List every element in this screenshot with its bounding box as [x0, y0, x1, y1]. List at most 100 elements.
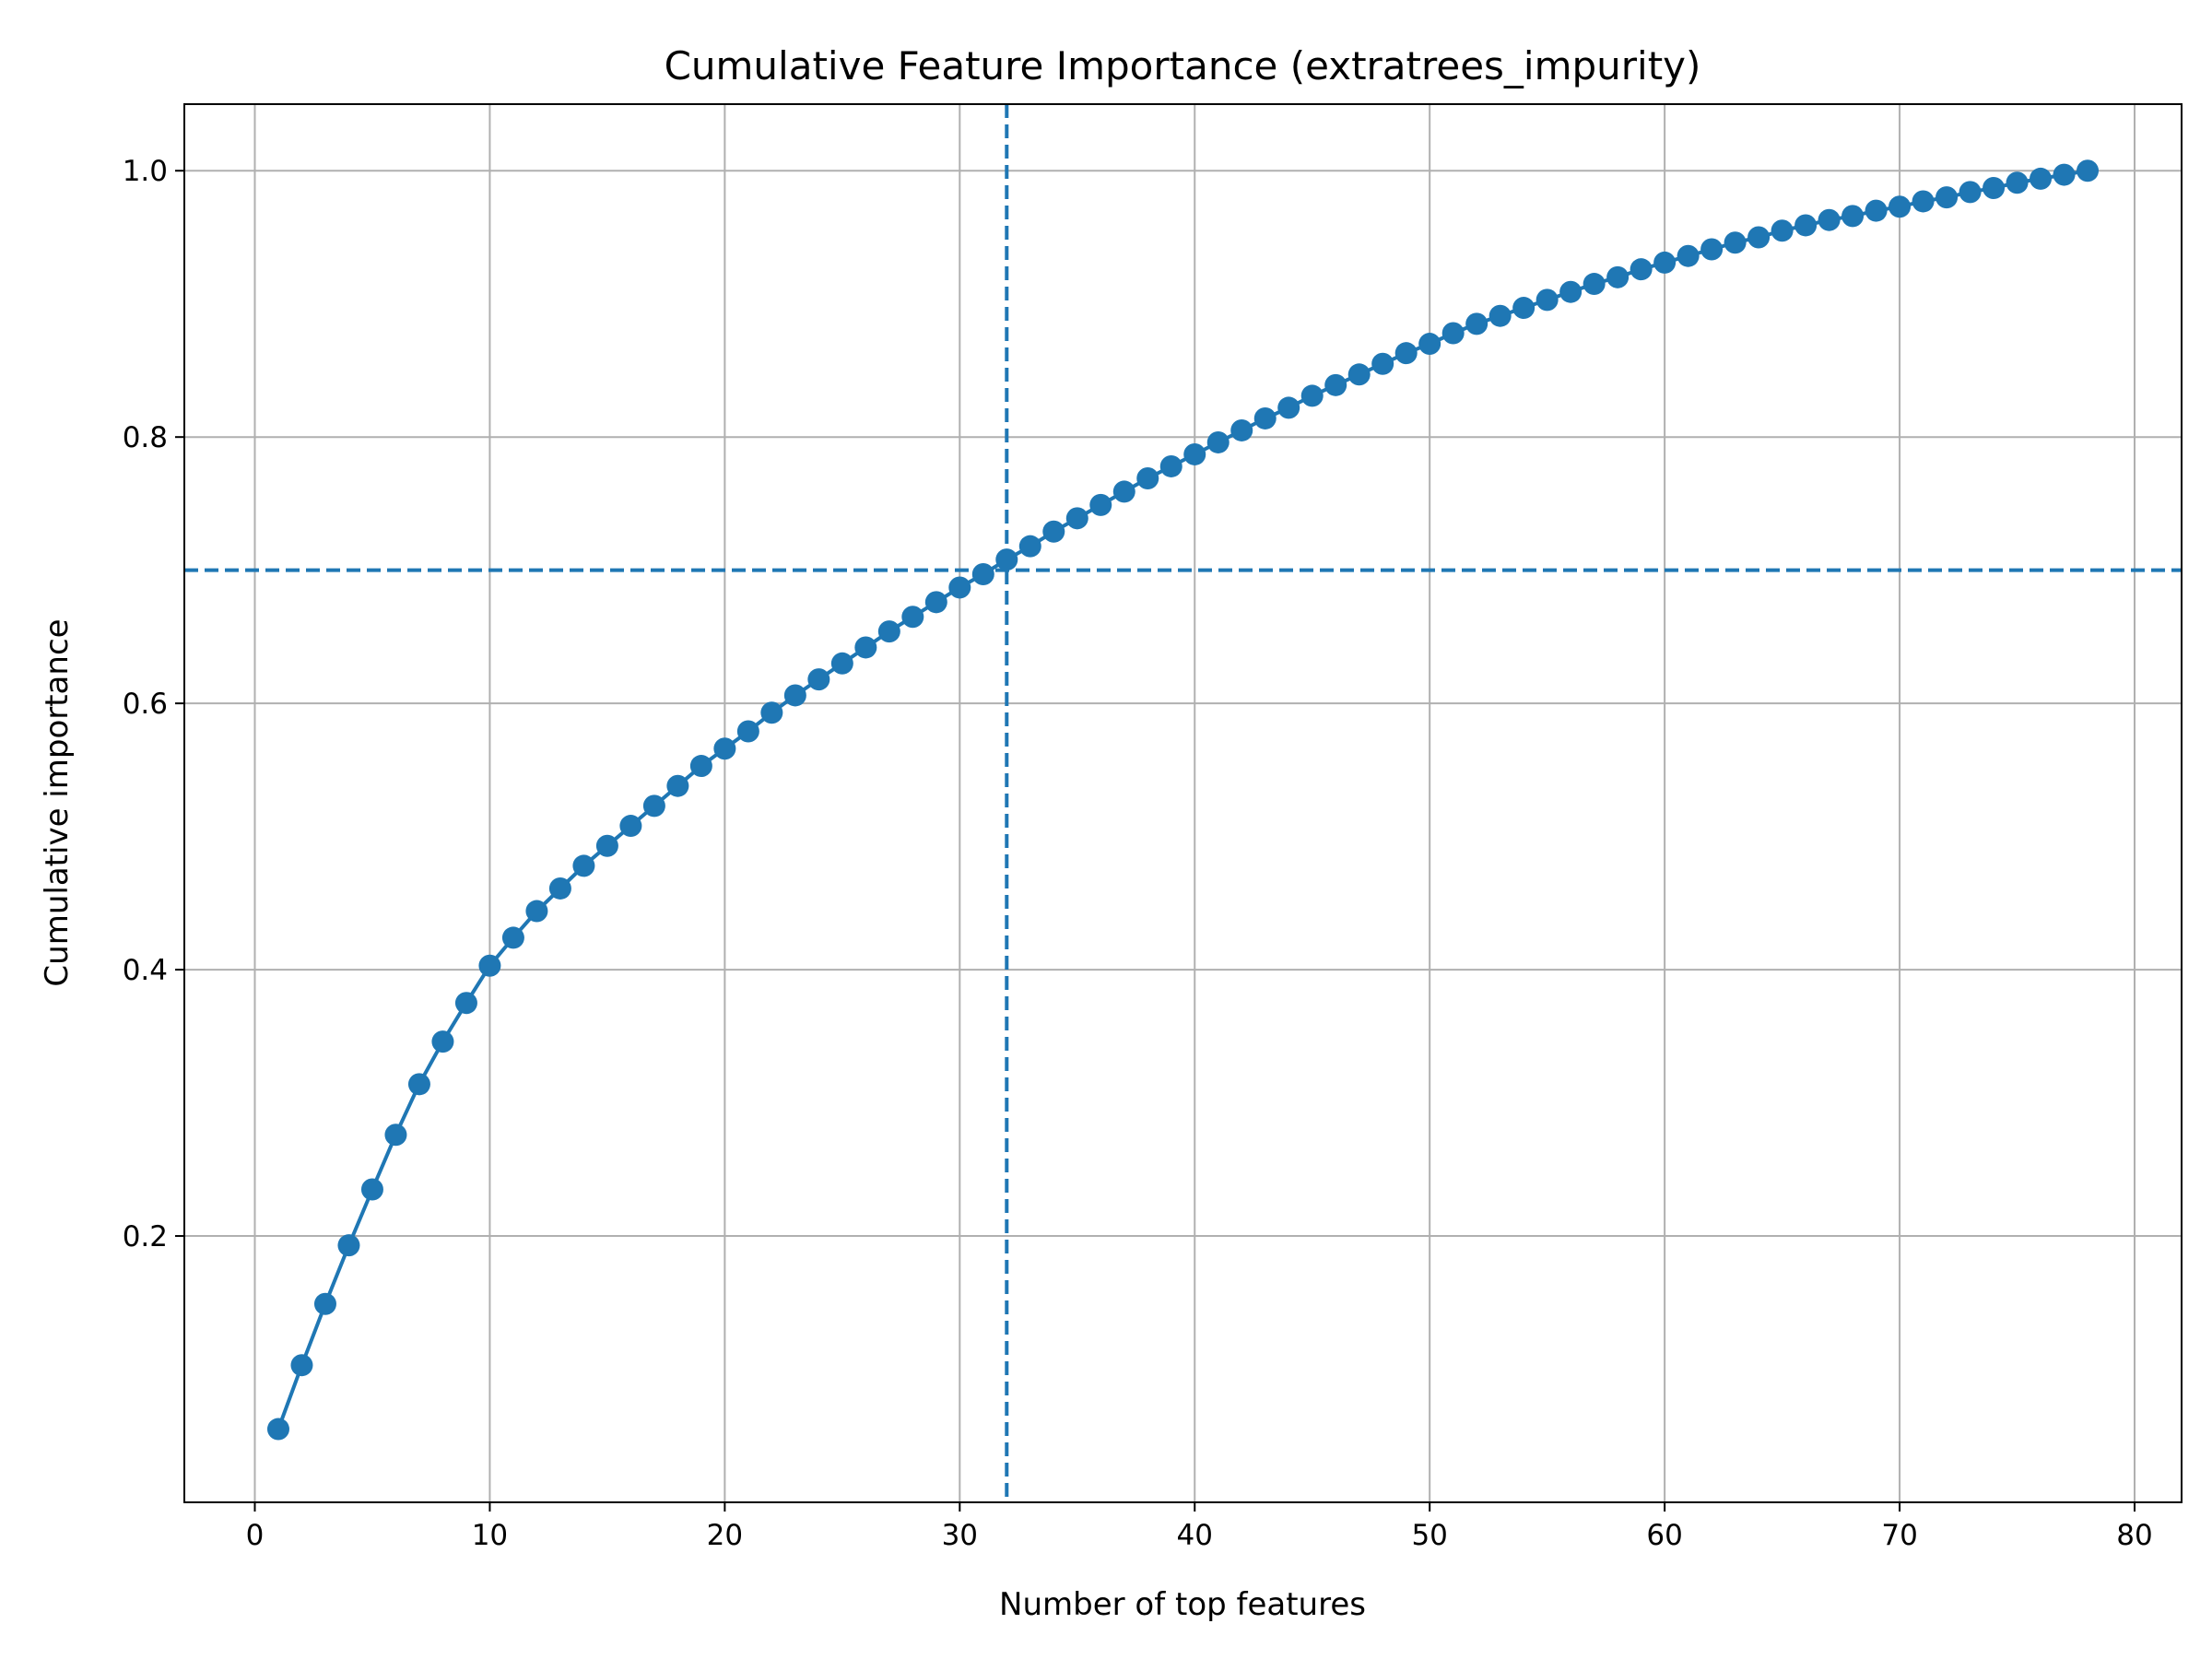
- data-point: [1112, 480, 1135, 503]
- data-point: [2006, 171, 2029, 194]
- data-point: [1465, 312, 1488, 335]
- data-point: [807, 668, 830, 691]
- data-point: [1724, 231, 1747, 254]
- x-tick-label: 40: [1177, 1519, 1213, 1552]
- data-point: [1159, 454, 1182, 477]
- data-point: [454, 992, 477, 1015]
- data-point: [360, 1178, 383, 1201]
- data-point: [2053, 163, 2076, 186]
- x-tick-label: 80: [2116, 1519, 2152, 1552]
- data-point: [1441, 322, 1465, 345]
- data-point: [548, 877, 571, 900]
- data-point: [1371, 352, 1394, 375]
- data-point: [1700, 238, 1724, 261]
- x-tick-label: 10: [472, 1519, 508, 1552]
- data-point: [1630, 258, 1653, 281]
- data-point: [1912, 190, 1935, 213]
- data-point: [1606, 265, 1630, 288]
- x-tick-label: 30: [942, 1519, 978, 1552]
- ticks: 0 10 20 30 40 50 60 70 80 0.2 0.4 0.6 0.8 1.0: [123, 155, 2153, 1552]
- data-point: [1300, 384, 1324, 407]
- data-point: [995, 548, 1018, 571]
- data-point: [1230, 418, 1253, 441]
- plot-frame: [183, 103, 2183, 1503]
- x-tick-label: 50: [1411, 1519, 1447, 1552]
- x-tick-label: 20: [707, 1519, 743, 1552]
- data-point: [924, 591, 947, 614]
- y-tick-label: 1.0: [123, 155, 168, 188]
- data-point: [1018, 535, 1041, 558]
- data-point: [313, 1292, 336, 1315]
- data-point: [1888, 195, 1912, 218]
- data-point: [1347, 363, 1371, 386]
- data-point: [1535, 288, 1559, 312]
- data-point: [1936, 186, 1959, 209]
- data-point: [830, 652, 853, 675]
- data-point: [1747, 226, 1771, 249]
- data-point: [2077, 159, 2100, 182]
- data-point: [1818, 208, 1841, 231]
- data-point: [1418, 333, 1441, 356]
- data-point: [431, 1030, 454, 1053]
- data-point: [501, 926, 524, 949]
- data-point: [384, 1124, 407, 1147]
- data-point: [1559, 280, 1583, 303]
- data-point: [572, 854, 595, 877]
- data-point: [619, 815, 642, 838]
- x-tick-label: 60: [1646, 1519, 1682, 1552]
- data-point: [407, 1073, 430, 1096]
- data-point: [1277, 396, 1300, 419]
- data-point: [1324, 373, 1347, 396]
- data-point: [1183, 442, 1206, 465]
- data-point: [854, 636, 877, 659]
- data-point: [1089, 493, 1112, 516]
- data-point: [877, 620, 900, 643]
- reference-lines: [184, 104, 2182, 1502]
- data-point: [1253, 406, 1277, 429]
- data-point: [337, 1234, 360, 1257]
- data-point: [1206, 430, 1230, 453]
- data-point: [1959, 181, 1982, 204]
- y-tick-label: 0.2: [123, 1220, 168, 1253]
- data-point: [595, 834, 618, 857]
- data-point: [1841, 205, 1865, 228]
- x-tick-label: 0: [246, 1519, 265, 1552]
- data-point: [1136, 466, 1159, 489]
- data-point: [2030, 167, 2053, 190]
- y-tick-label: 0.4: [123, 954, 168, 987]
- data-point: [290, 1354, 313, 1377]
- data-point: [689, 755, 712, 778]
- x-axis-label: Number of top features: [999, 1586, 1366, 1623]
- y-tick-label: 0.8: [123, 421, 168, 454]
- data-point: [1488, 304, 1512, 327]
- data-point: [1042, 520, 1065, 543]
- data-point: [1677, 244, 1700, 267]
- data-point: [642, 794, 665, 818]
- data-point: [736, 720, 759, 743]
- y-axis-label: Cumulative importance: [39, 618, 76, 986]
- data-point: [713, 737, 736, 760]
- data-point: [1771, 219, 1794, 242]
- data-point: [478, 954, 501, 977]
- data-point: [948, 576, 971, 599]
- data-point: [1865, 199, 1888, 222]
- x-tick-label: 70: [1881, 1519, 1917, 1552]
- y-tick-label: 0.6: [123, 688, 168, 721]
- chart-title: Cumulative Feature Importance (extratree…: [665, 43, 1701, 88]
- data-point: [1065, 507, 1088, 530]
- data-point: [1983, 177, 2006, 200]
- data-point: [1512, 297, 1535, 320]
- data-point: [525, 900, 548, 923]
- data-point: [1653, 251, 1677, 274]
- data-point: [783, 684, 806, 707]
- data-point: [971, 563, 994, 586]
- data-point: [901, 606, 924, 629]
- data-point: [1583, 273, 1606, 296]
- data-point: [1794, 214, 1818, 237]
- data-point: [266, 1418, 289, 1441]
- data-point: [760, 701, 783, 724]
- data-point: [666, 774, 689, 797]
- series-group: [266, 159, 2100, 1441]
